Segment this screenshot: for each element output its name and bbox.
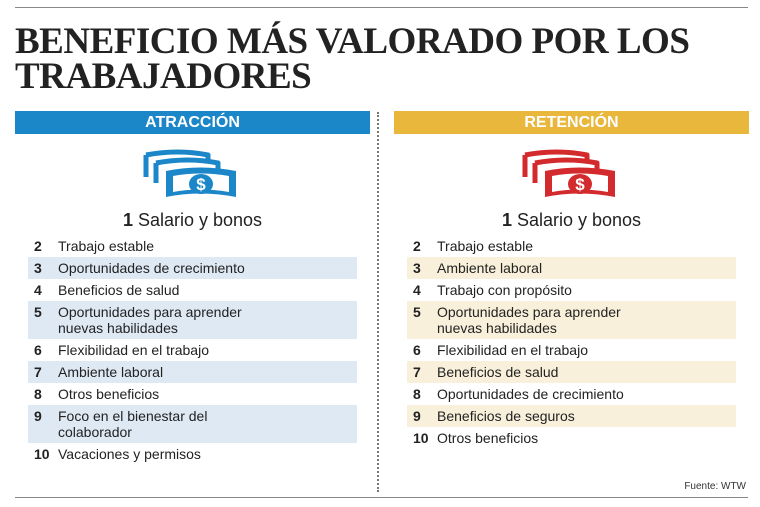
rank: 4 xyxy=(34,282,42,298)
bottom-rule xyxy=(15,497,748,498)
label-line: Foco en el bienestar del xyxy=(58,408,208,424)
label: Otros beneficios xyxy=(437,430,538,446)
label-line: Flexibilidad en el trabajo xyxy=(437,342,588,358)
ranking-row: 10 Vacaciones y permisos xyxy=(28,443,357,465)
rank: 7 xyxy=(34,364,42,380)
label: Trabajo con propósito xyxy=(437,282,572,298)
svg-text:$: $ xyxy=(196,175,206,194)
column-heading: ATRACCIÓN xyxy=(15,111,370,134)
rank: 8 xyxy=(34,386,42,402)
rank: 6 xyxy=(413,342,421,358)
top-item: 1 Salario y bonos xyxy=(394,205,749,235)
label-line: Beneficios de salud xyxy=(437,364,559,380)
rank: 5 xyxy=(34,304,42,320)
rank: 6 xyxy=(34,342,42,358)
ranking-row: 2 Trabajo estable xyxy=(28,235,357,257)
label-line: Ambiente laboral xyxy=(437,260,543,276)
label-line: Trabajo estable xyxy=(437,238,533,254)
rank: 1 xyxy=(122,210,133,230)
label-line: colaborador xyxy=(58,424,132,440)
rank: 8 xyxy=(413,386,421,402)
rank: 3 xyxy=(34,260,42,276)
ranking-row: 8 Oportunidades de crecimiento xyxy=(407,383,736,405)
rank: 4 xyxy=(413,282,421,298)
ranking-row: 6 Flexibilidad en el trabajo xyxy=(407,339,736,361)
ranking-row: 7 Beneficios de salud xyxy=(407,361,736,383)
ranking-row: 5 Oportunidades para aprender nuevas habil… xyxy=(407,301,736,339)
svg-text:$: $ xyxy=(575,175,585,194)
top-item: 1 Salario y bonos xyxy=(15,205,370,235)
ranking-row: 7 Ambiente laboral xyxy=(28,361,357,383)
rank: 9 xyxy=(413,408,421,424)
ranking-row: 9 Foco en el bienestar del colaborador xyxy=(28,405,357,443)
money-icon: $ xyxy=(522,149,615,197)
label-line: Flexibilidad en el trabajo xyxy=(58,342,209,358)
ranking-row: 6 Flexibilidad en el trabajo xyxy=(28,339,357,361)
ranking-row: 8 Otros beneficios xyxy=(28,383,357,405)
top-rule xyxy=(15,7,748,8)
label-line: Oportunidades de crecimiento xyxy=(58,260,245,276)
ranking-row: 4 Beneficios de salud xyxy=(28,279,357,301)
rank: 10 xyxy=(413,430,429,446)
label: Oportunidades para aprender nuevas habili… xyxy=(58,304,242,336)
label-line: Otros beneficios xyxy=(437,430,539,446)
label-line: Oportunidades para aprender xyxy=(58,304,242,320)
label: Beneficios de salud xyxy=(58,282,179,298)
label: Otros beneficios xyxy=(58,386,159,402)
ranking-list: 2 Trabajo estable 3 Ambiente laboral 4 Trabaj… xyxy=(407,235,736,449)
label: Vacaciones y permisos xyxy=(58,446,201,462)
source: Fuente: WTW xyxy=(684,481,746,492)
label: Salario y bonos xyxy=(516,210,642,230)
label: Beneficios de seguros xyxy=(437,408,575,424)
ranking-row: 2 Trabajo estable xyxy=(407,235,736,257)
label: Ambiente laboral xyxy=(58,364,163,380)
rank: 10 xyxy=(34,446,50,462)
title-line: TRABAJADORES xyxy=(15,56,312,97)
label: Flexibilidad en el trabajo xyxy=(437,342,588,358)
column-heading: RETENCIÓN xyxy=(394,111,749,134)
label: Salario y bonos xyxy=(137,210,263,230)
ranking-row: 9 Beneficios de seguros xyxy=(407,405,736,427)
divider xyxy=(377,112,379,492)
rank: 7 xyxy=(413,364,421,380)
label: Oportunidades para aprender nuevas habili… xyxy=(437,304,621,336)
label-line: Vacaciones y permisos xyxy=(58,446,201,462)
rank: 5 xyxy=(413,304,421,320)
rank: 2 xyxy=(413,238,421,254)
label-line: Beneficios de salud xyxy=(58,282,180,298)
label-line: Beneficios de seguros xyxy=(437,408,575,424)
label: Oportunidades de crecimiento xyxy=(58,260,245,276)
rank: 1 xyxy=(501,210,512,230)
label: Trabajo estable xyxy=(437,238,533,254)
label: Beneficios de salud xyxy=(437,364,558,380)
ranking-row: 4 Trabajo con propósito xyxy=(407,279,736,301)
rank: 3 xyxy=(413,260,421,276)
money-icon: $ xyxy=(143,149,236,197)
column: RETENCIÓN $ 1 Salario y bonos 2 Trabajo es… xyxy=(394,111,749,449)
label: Oportunidades de crecimiento xyxy=(437,386,624,402)
ranking-row: 3 Ambiente laboral xyxy=(407,257,736,279)
rank: 2 xyxy=(34,238,42,254)
label-line: Trabajo estable xyxy=(58,238,154,254)
title-line: BENEFICIO MÁS VALORADO POR LOS xyxy=(15,21,690,62)
label-line: nuevas habilidades xyxy=(437,320,557,336)
label: Foco en el bienestar del colaborador xyxy=(58,408,207,440)
label-line: Ambiente laboral xyxy=(58,364,164,380)
label-line: Trabajo con propósito xyxy=(437,282,572,298)
label: Flexibilidad en el trabajo xyxy=(58,342,209,358)
label-line: Oportunidades de crecimiento xyxy=(437,386,624,402)
ranking-row: 10 Otros beneficios xyxy=(407,427,736,449)
label-line: nuevas habilidades xyxy=(58,320,178,336)
label-line: Oportunidades para aprender xyxy=(437,304,621,320)
label: Ambiente laboral xyxy=(437,260,542,276)
title: BENEFICIO MÁS VALORADO POR LOS TRABAJADO… xyxy=(15,21,690,97)
ranking-list: 2 Trabajo estable 3 Oportunidades de crecim… xyxy=(28,235,357,465)
label-line: Otros beneficios xyxy=(58,386,160,402)
ranking-row: 5 Oportunidades para aprender nuevas habil… xyxy=(28,301,357,339)
rank: 9 xyxy=(34,408,42,424)
column: ATRACCIÓN $ 1 Salario y bonos 2 Trabajo es… xyxy=(15,111,370,465)
ranking-row: 3 Oportunidades de crecimiento xyxy=(28,257,357,279)
label: Trabajo estable xyxy=(58,238,154,254)
